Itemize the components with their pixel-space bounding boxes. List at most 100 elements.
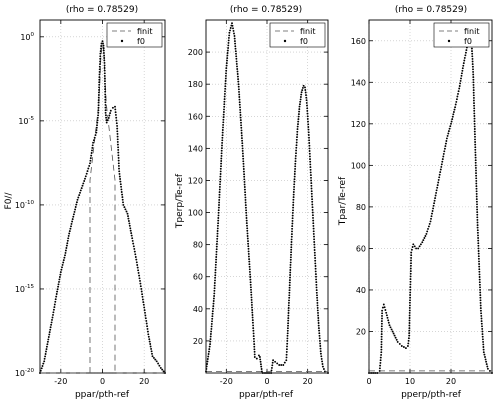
data-point — [221, 136, 224, 139]
data-point — [297, 115, 300, 118]
data-point — [480, 314, 483, 317]
data-point — [249, 278, 252, 281]
data-point — [459, 79, 462, 82]
data-point — [308, 142, 311, 144]
data-point — [219, 167, 222, 170]
data-point — [68, 230, 71, 233]
y-tick-label: 160 — [351, 37, 366, 46]
data-point — [437, 181, 440, 184]
data-point — [76, 198, 79, 201]
data-point — [244, 204, 247, 207]
data-point — [223, 92, 226, 95]
y-tick-label: 180 — [188, 80, 203, 89]
data-point — [312, 230, 315, 233]
y-tick-label: 100 — [188, 209, 203, 218]
data-point — [445, 140, 448, 142]
data-point — [84, 175, 87, 178]
data-point — [104, 101, 107, 104]
data-point — [66, 239, 69, 242]
data-point — [137, 271, 140, 274]
data-point — [437, 178, 440, 181]
data-point — [479, 291, 482, 294]
data-point — [442, 152, 445, 155]
data-point — [289, 271, 292, 274]
data-point — [315, 286, 318, 289]
data-point — [292, 198, 295, 201]
data-point — [479, 307, 482, 310]
data-point — [299, 98, 302, 101]
data-point — [252, 335, 255, 338]
data-point — [314, 265, 317, 267]
data-point — [96, 124, 98, 127]
data-point — [209, 343, 212, 346]
data-point — [235, 52, 237, 55]
data-point — [139, 285, 142, 288]
series-f0 — [368, 33, 493, 374]
data-point — [481, 327, 484, 330]
data-point — [313, 235, 315, 238]
data-point — [71, 218, 74, 221]
data-point — [261, 372, 264, 374]
data-point — [211, 317, 214, 320]
data-point — [372, 372, 375, 374]
data-point — [214, 274, 217, 277]
data-point — [479, 294, 482, 297]
data-point — [381, 317, 383, 320]
data-point — [297, 113, 300, 116]
data-point — [472, 81, 475, 84]
data-point — [207, 355, 210, 358]
data-point — [209, 333, 212, 335]
data-point — [45, 345, 48, 348]
data-point — [224, 85, 227, 88]
data-point — [421, 241, 424, 244]
data-point — [429, 220, 432, 223]
data-point — [433, 199, 436, 202]
data-point — [285, 348, 288, 351]
data-point — [252, 324, 255, 327]
y-tick-label: 120 — [188, 176, 203, 185]
data-point — [45, 348, 48, 351]
data-point — [315, 289, 318, 292]
data-point — [226, 59, 228, 62]
data-point — [476, 224, 479, 227]
data-point — [294, 160, 297, 163]
data-point — [431, 210, 434, 212]
data-point — [380, 330, 383, 333]
x-tick-label: -20 — [54, 377, 67, 386]
data-point — [292, 193, 295, 196]
data-point — [408, 319, 411, 322]
data-point — [473, 117, 476, 120]
data-point — [479, 304, 482, 307]
x-tick-label: 0 — [366, 377, 371, 386]
data-point — [312, 219, 315, 222]
data-point — [474, 146, 477, 149]
data-point — [310, 192, 313, 195]
data-point — [137, 269, 140, 272]
data-point — [121, 196, 124, 199]
data-point — [472, 70, 475, 73]
data-point — [138, 274, 141, 277]
data-point — [65, 247, 68, 249]
data-point — [135, 261, 138, 264]
data-point — [49, 326, 52, 329]
data-point — [77, 196, 80, 199]
data-point — [440, 163, 443, 166]
data-point — [206, 358, 209, 360]
data-point — [289, 269, 292, 271]
data-point — [314, 257, 317, 259]
data-point — [147, 333, 150, 336]
data-point — [294, 167, 297, 170]
data-point — [122, 201, 124, 204]
legend-label: finit — [137, 27, 152, 36]
data-point — [310, 195, 313, 198]
data-point — [115, 122, 118, 125]
data-point — [476, 203, 478, 206]
data-point — [149, 343, 152, 345]
data-point — [408, 324, 411, 327]
data-point — [461, 67, 464, 70]
series-f0 — [39, 40, 166, 374]
panel-f0-par: (rho = 0.78529) ppar/pth-ref F0// -20 0 20… — [4, 5, 166, 400]
data-point — [104, 114, 107, 117]
data-point — [245, 217, 248, 219]
data-point — [234, 50, 237, 53]
